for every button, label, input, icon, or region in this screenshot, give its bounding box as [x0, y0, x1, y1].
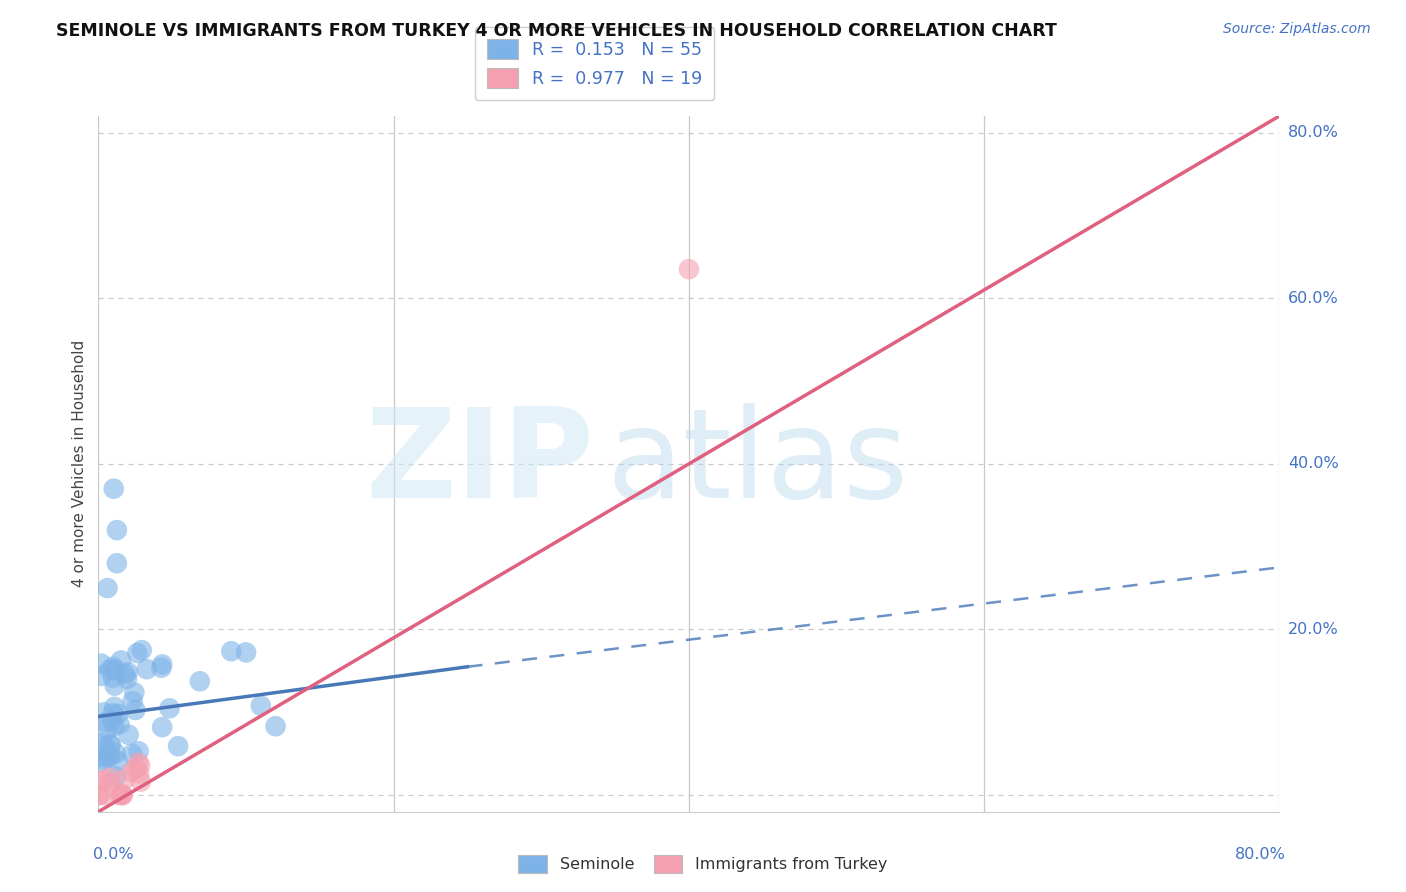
Point — [125, 762, 148, 776]
Point — [114, 666, 136, 681]
Point — [108, 717, 131, 731]
Point — [127, 756, 149, 770]
Point — [90, 669, 112, 683]
Point — [96, 723, 118, 737]
Text: 60.0%: 60.0% — [1288, 291, 1339, 306]
Point — [117, 728, 139, 742]
Point — [87, 774, 110, 789]
Point — [114, 772, 136, 786]
Point — [100, 776, 122, 790]
Point — [96, 581, 118, 595]
Text: SEMINOLE VS IMMIGRANTS FROM TURKEY 4 OR MORE VEHICLES IN HOUSEHOLD CORRELATION C: SEMINOLE VS IMMIGRANTS FROM TURKEY 4 OR … — [56, 22, 1057, 40]
Y-axis label: 4 or more Vehicles in Household: 4 or more Vehicles in Household — [72, 340, 87, 588]
Point — [89, 788, 111, 802]
Point — [93, 752, 115, 766]
Point — [101, 706, 124, 721]
Point — [235, 645, 257, 659]
Point — [101, 714, 124, 728]
Point — [111, 787, 134, 801]
Point — [103, 719, 125, 733]
Point — [100, 738, 122, 752]
Point — [129, 774, 152, 789]
Point — [107, 754, 129, 768]
Point — [250, 698, 273, 713]
Point — [103, 699, 125, 714]
Point — [103, 482, 125, 496]
Point — [188, 674, 211, 689]
Point — [108, 788, 131, 802]
Point — [120, 765, 142, 780]
Point — [121, 747, 143, 761]
Point — [678, 262, 700, 277]
Point — [167, 739, 190, 753]
Point — [150, 720, 173, 734]
Point — [93, 772, 115, 787]
Legend: Seminole, Immigrants from Turkey: Seminole, Immigrants from Turkey — [512, 848, 894, 880]
Point — [110, 653, 132, 667]
Point — [115, 672, 138, 686]
Point — [124, 703, 146, 717]
Point — [90, 657, 112, 671]
Text: Source: ZipAtlas.com: Source: ZipAtlas.com — [1223, 22, 1371, 37]
Point — [94, 788, 117, 802]
Point — [98, 663, 121, 677]
Point — [105, 556, 128, 570]
Point — [121, 694, 143, 708]
Point — [159, 701, 181, 715]
Text: 40.0%: 40.0% — [1288, 457, 1339, 471]
Point — [111, 788, 134, 802]
Point — [124, 685, 146, 699]
Point — [221, 644, 243, 658]
Point — [93, 706, 115, 720]
Point — [264, 719, 287, 733]
Point — [87, 788, 110, 802]
Point — [101, 671, 124, 685]
Point — [150, 661, 173, 675]
Point — [91, 736, 114, 750]
Point — [129, 758, 152, 772]
Point — [90, 755, 112, 769]
Point — [110, 788, 132, 802]
Point — [104, 679, 127, 693]
Point — [103, 660, 125, 674]
Point — [104, 663, 127, 677]
Point — [131, 643, 153, 657]
Point — [100, 737, 122, 751]
Point — [100, 749, 122, 764]
Point — [94, 739, 117, 754]
Point — [105, 769, 128, 783]
Text: 0.0%: 0.0% — [93, 847, 134, 862]
Point — [98, 771, 121, 785]
Legend: R =  0.153   N = 55, R =  0.977   N = 19: R = 0.153 N = 55, R = 0.977 N = 19 — [475, 28, 714, 100]
Text: 80.0%: 80.0% — [1288, 125, 1339, 140]
Point — [90, 748, 112, 763]
Point — [150, 657, 173, 672]
Point — [128, 766, 150, 780]
Point — [128, 744, 150, 758]
Text: 80.0%: 80.0% — [1234, 847, 1285, 862]
Point — [97, 750, 120, 764]
Point — [94, 715, 117, 730]
Point — [105, 523, 128, 537]
Point — [127, 646, 149, 660]
Point — [117, 665, 139, 680]
Text: ZIP: ZIP — [366, 403, 595, 524]
Point — [107, 706, 129, 721]
Point — [104, 747, 127, 761]
Text: 20.0%: 20.0% — [1288, 622, 1339, 637]
Point — [135, 662, 157, 676]
Text: atlas: atlas — [606, 403, 908, 524]
